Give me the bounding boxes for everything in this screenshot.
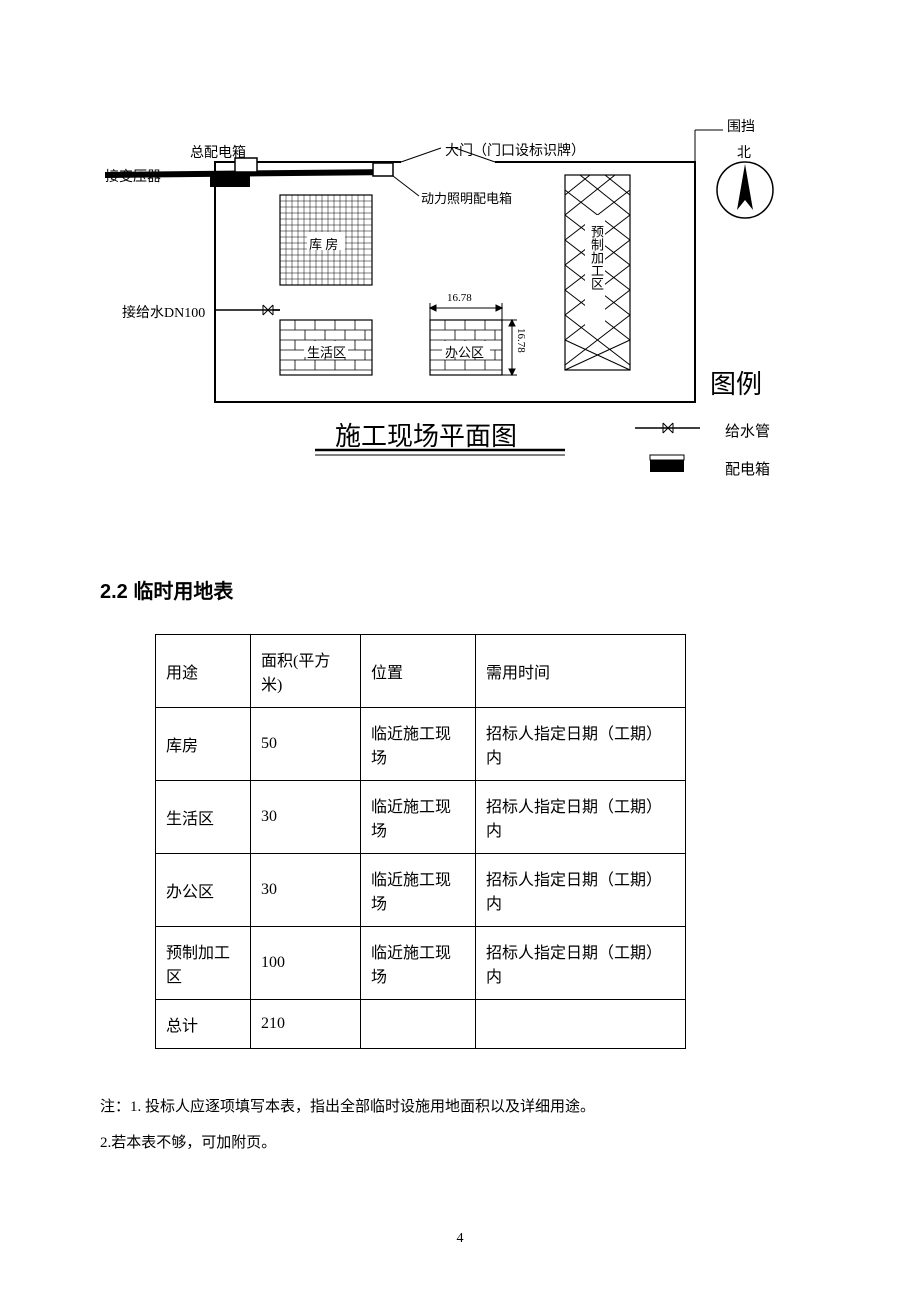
col-header-area: 面积(平方米) bbox=[251, 635, 361, 708]
table-notes: 注：1. 投标人应逐项填写本表，指出全部临时设施用地面积以及详细用途。 2.若本… bbox=[100, 1089, 820, 1161]
label-water-supply: 接给水DN100 bbox=[122, 302, 205, 322]
section-heading: 2.2 临时用地表 bbox=[100, 575, 820, 604]
diagram-title: 施工现场平面图 bbox=[335, 416, 517, 453]
cell: 招标人指定日期（工期）内 bbox=[476, 781, 686, 854]
legend-title: 图例 bbox=[710, 364, 762, 401]
label-fence: 围挡 bbox=[727, 116, 755, 136]
table-row-total: 总计 210 bbox=[156, 1000, 686, 1049]
label-living: 生活区 bbox=[307, 342, 346, 361]
site-plan-diagram: 接变压器 总配电箱 大门（门口设标识牌） 围挡 北 动力照明配电箱 库 房 接给… bbox=[105, 110, 825, 480]
cell bbox=[361, 1000, 476, 1049]
col-header-time: 需用时间 bbox=[476, 635, 686, 708]
label-prefab: 预制加工区 bbox=[587, 225, 606, 290]
page: 接变压器 总配电箱 大门（门口设标识牌） 围挡 北 动力照明配电箱 库 房 接给… bbox=[0, 0, 920, 1302]
note-line-2: 2.若本表不够，可加附页。 bbox=[100, 1125, 820, 1161]
legend-item-box: 配电箱 bbox=[725, 458, 770, 479]
cell: 办公区 bbox=[156, 854, 251, 927]
label-gate: 大门（门口设标识牌） bbox=[445, 140, 585, 160]
cell: 生活区 bbox=[156, 781, 251, 854]
label-transformer: 接变压器 bbox=[105, 166, 161, 186]
cell: 总计 bbox=[156, 1000, 251, 1049]
cell: 临近施工现场 bbox=[361, 854, 476, 927]
cell: 招标人指定日期（工期）内 bbox=[476, 854, 686, 927]
legend-item-water: 给水管 bbox=[725, 420, 770, 441]
label-dim-v: 16.78 bbox=[515, 328, 527, 353]
cell: 库房 bbox=[156, 708, 251, 781]
cell: 210 bbox=[251, 1000, 361, 1049]
cell: 招标人指定日期（工期）内 bbox=[476, 708, 686, 781]
page-number: 4 bbox=[0, 1231, 920, 1247]
label-lighting-box: 动力照明配电箱 bbox=[421, 188, 512, 207]
cell: 临近施工现场 bbox=[361, 927, 476, 1000]
label-office: 办公区 bbox=[445, 342, 484, 361]
col-header-use: 用途 bbox=[156, 635, 251, 708]
label-north: 北 bbox=[737, 142, 751, 162]
table-row: 库房 50 临近施工现场 招标人指定日期（工期）内 bbox=[156, 708, 686, 781]
table-row: 预制加工区 100 临近施工现场 招标人指定日期（工期）内 bbox=[156, 927, 686, 1000]
cell: 100 bbox=[251, 927, 361, 1000]
table-row: 生活区 30 临近施工现场 招标人指定日期（工期）内 bbox=[156, 781, 686, 854]
label-warehouse: 库 房 bbox=[309, 234, 338, 253]
col-header-location: 位置 bbox=[361, 635, 476, 708]
cell: 临近施工现场 bbox=[361, 708, 476, 781]
cell bbox=[476, 1000, 686, 1049]
land-use-table: 用途 面积(平方米) 位置 需用时间 库房 50 临近施工现场 招标人指定日期（… bbox=[155, 634, 686, 1049]
cell: 30 bbox=[251, 781, 361, 854]
cell: 50 bbox=[251, 708, 361, 781]
cell: 预制加工区 bbox=[156, 927, 251, 1000]
table-header-row: 用途 面积(平方米) 位置 需用时间 bbox=[156, 635, 686, 708]
table-row: 办公区 30 临近施工现场 招标人指定日期（工期）内 bbox=[156, 854, 686, 927]
cell: 30 bbox=[251, 854, 361, 927]
label-dim-h: 16.78 bbox=[447, 292, 472, 304]
label-main-box: 总配电箱 bbox=[190, 142, 246, 162]
cell: 临近施工现场 bbox=[361, 781, 476, 854]
cell: 招标人指定日期（工期）内 bbox=[476, 927, 686, 1000]
note-line-1: 注：1. 投标人应逐项填写本表，指出全部临时设施用地面积以及详细用途。 bbox=[100, 1089, 820, 1125]
